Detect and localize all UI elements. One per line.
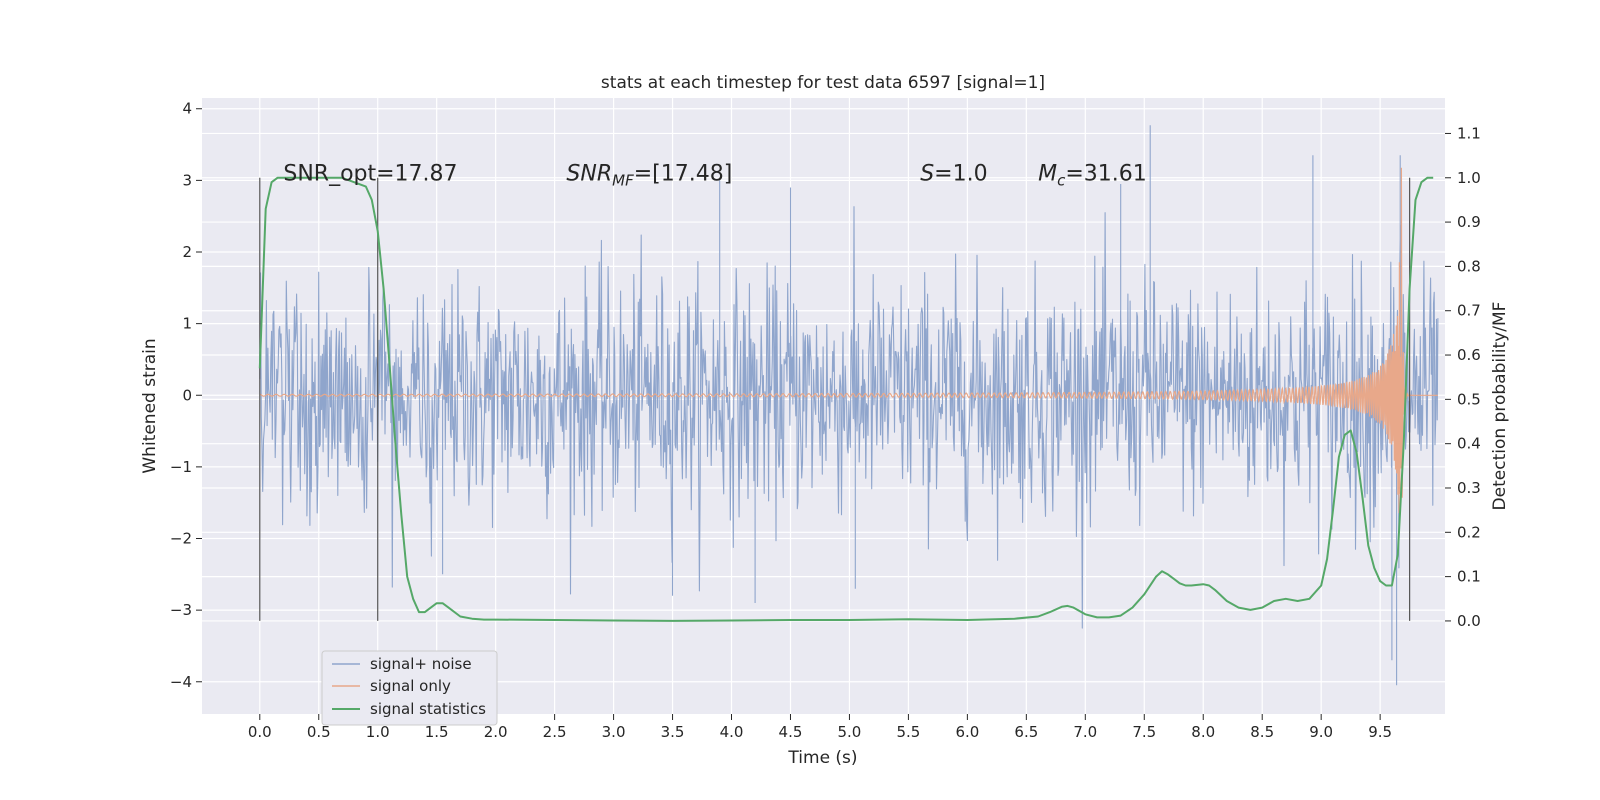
x-tick-label-12: 6.0 bbox=[955, 723, 979, 741]
y-tick-label-right-3: 0.3 bbox=[1457, 479, 1481, 497]
line-signal-only bbox=[259, 167, 1438, 514]
series-signal-statistics bbox=[258, 176, 1434, 622]
x-axis-label: Time (s) bbox=[787, 748, 857, 768]
y-tick-label-right-5: 0.5 bbox=[1457, 390, 1481, 408]
annotation-snr-opt: SNR_opt=17.87 bbox=[283, 161, 457, 186]
x-tick-label-0: 0.0 bbox=[248, 723, 272, 741]
legend-label-signal-plus-noise: signal+ noise bbox=[370, 655, 472, 673]
vertical-markers bbox=[259, 177, 1411, 621]
annotation-s: S=1.0 bbox=[920, 161, 987, 186]
y-tick-label-left-2: −2 bbox=[170, 530, 192, 548]
y-tick-label-left-8: 4 bbox=[182, 100, 192, 118]
x-tick-label-11: 5.5 bbox=[896, 723, 920, 741]
y-tick-label-right-6: 0.6 bbox=[1457, 346, 1481, 364]
x-tick-label-3: 1.5 bbox=[425, 723, 449, 741]
x-tick-label-15: 7.5 bbox=[1132, 723, 1156, 741]
x-tick-label-7: 3.5 bbox=[661, 723, 685, 741]
annotations: SNR_opt=17.87 SNRMF=[17.48] S=1.0 Mc=31.61 bbox=[283, 161, 1146, 189]
annotation-snr-mf: SNRMF=[17.48] bbox=[566, 161, 732, 189]
y-axis-label-left: Whitened strain bbox=[140, 338, 160, 473]
y-tick-label-right-11: 1.1 bbox=[1457, 124, 1481, 142]
y-tick-label-right-8: 0.8 bbox=[1457, 257, 1481, 275]
x-tick-label-14: 7.0 bbox=[1073, 723, 1097, 741]
ticks: 0.0 0.5 1.0 1.5 2.0 2.5 3.0 3.5 4.0 4.5 5.0 5.5 6.0 6… bbox=[170, 100, 1481, 741]
y-tick-label-right-9: 0.9 bbox=[1457, 213, 1481, 231]
y-tick-label-left-6: 2 bbox=[182, 243, 192, 261]
annotation-mc: Mc=31.61 bbox=[1038, 161, 1147, 189]
y-tick-label-right-2: 0.2 bbox=[1457, 523, 1481, 541]
x-tick-label-2: 1.0 bbox=[366, 723, 390, 741]
x-tick-label-17: 8.5 bbox=[1250, 723, 1274, 741]
x-tick-label-13: 6.5 bbox=[1014, 723, 1038, 741]
legend: signal+ noise signal only signal statist… bbox=[321, 650, 498, 726]
x-tick-label-6: 3.0 bbox=[602, 723, 626, 741]
x-tick-label-9: 4.5 bbox=[779, 723, 803, 741]
series-signal-plus-noise bbox=[259, 125, 1439, 686]
x-tick-label-5: 2.5 bbox=[543, 723, 567, 741]
x-tick-label-8: 4.0 bbox=[720, 723, 744, 741]
line-signal-plus-noise bbox=[259, 125, 1439, 686]
y-tick-label-left-1: −3 bbox=[170, 601, 192, 619]
y-axis-label-right: Detection probability/MF bbox=[1490, 302, 1510, 511]
x-tick-label-4: 2.0 bbox=[484, 723, 508, 741]
legend-box bbox=[321, 650, 498, 726]
y-tick-label-left-5: 1 bbox=[182, 315, 192, 333]
y-tick-label-left-3: −1 bbox=[170, 458, 192, 476]
y-tick-label-right-0: 0.0 bbox=[1457, 612, 1481, 630]
legend-label-signal-only: signal only bbox=[370, 677, 451, 695]
x-tick-label-1: 0.5 bbox=[307, 723, 331, 741]
line-signal-statistics bbox=[258, 176, 1434, 622]
y-tick-label-left-4: 0 bbox=[182, 386, 192, 404]
x-tick-label-18: 9.0 bbox=[1309, 723, 1333, 741]
y-tick-label-right-4: 0.4 bbox=[1457, 435, 1481, 453]
y-tick-label-right-10: 1.0 bbox=[1457, 169, 1481, 187]
y-tick-label-right-1: 0.1 bbox=[1457, 568, 1481, 586]
chart-title: stats at each timestep for test data 659… bbox=[601, 73, 1045, 93]
y-tick-label-left-0: −4 bbox=[170, 673, 192, 691]
series-signal-only bbox=[259, 167, 1438, 514]
y-tick-label-right-7: 0.7 bbox=[1457, 302, 1481, 320]
legend-label-signal-statistics: signal statistics bbox=[370, 700, 486, 718]
x-tick-label-19: 9.5 bbox=[1368, 723, 1392, 741]
x-tick-label-16: 8.0 bbox=[1191, 723, 1215, 741]
y-tick-label-left-7: 3 bbox=[182, 171, 192, 189]
x-tick-label-10: 5.0 bbox=[838, 723, 862, 741]
